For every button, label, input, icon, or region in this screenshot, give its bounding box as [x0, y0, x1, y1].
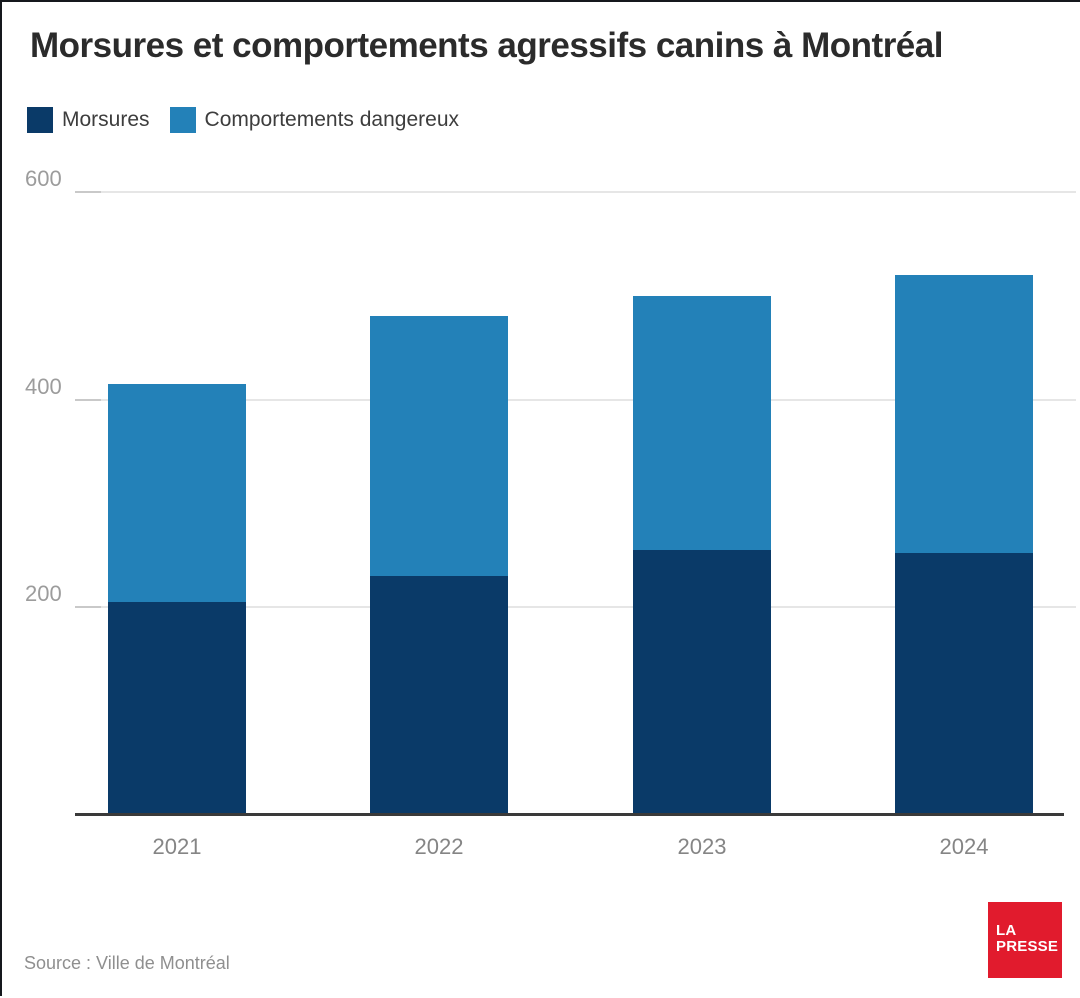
tick-400 [75, 399, 101, 401]
bar-2021-comportements-dangereux [108, 384, 246, 602]
bar-2024-morsures [895, 553, 1033, 815]
x-axis-label-2021: 2021 [152, 834, 202, 859]
x-axis-label-2023: 2023 [677, 834, 727, 859]
tick-200 [75, 606, 101, 608]
y-axis-label-400: 400 [25, 374, 62, 399]
y-axis-label-600: 600 [25, 166, 62, 191]
legend-label-morsures: Morsures [62, 108, 150, 131]
chart-title: Morsures et comportements agressifs cani… [30, 26, 943, 65]
bar-2022-morsures [370, 576, 508, 815]
y-axis-label-200: 200 [25, 581, 62, 606]
bar-2023-comportements-dangereux [633, 296, 771, 550]
bar-2021-morsures [108, 602, 246, 815]
la-presse-logo: LA PRESSE [988, 902, 1062, 978]
gridline-200 [75, 606, 1076, 608]
gridline-600 [75, 191, 1076, 193]
bar-2022-comportements-dangereux [370, 316, 508, 576]
bar-2024-comportements-dangereux [895, 275, 1033, 553]
x-axis-line [75, 813, 1064, 816]
x-axis-label-2024: 2024 [939, 834, 989, 859]
logo-line-1: LA [996, 922, 1017, 939]
legend-label-comportements: Comportements dangereux [204, 108, 460, 131]
legend: Morsures Comportements dangereux [27, 107, 459, 133]
gridline-400 [75, 399, 1076, 401]
x-axis-label-2022: 2022 [414, 834, 464, 859]
legend-item-morsures: Morsures [27, 107, 150, 133]
legend-item-comportements: Comportements dangereux [169, 107, 460, 133]
tick-600 [75, 191, 101, 193]
logo-line-2: PRESSE [996, 937, 1059, 955]
source-caption: Source : Ville de Montréal [24, 953, 230, 973]
legend-swatch-morsures [27, 107, 53, 133]
legend-swatch-comportements [169, 107, 196, 133]
bar-2023-morsures [633, 550, 771, 815]
